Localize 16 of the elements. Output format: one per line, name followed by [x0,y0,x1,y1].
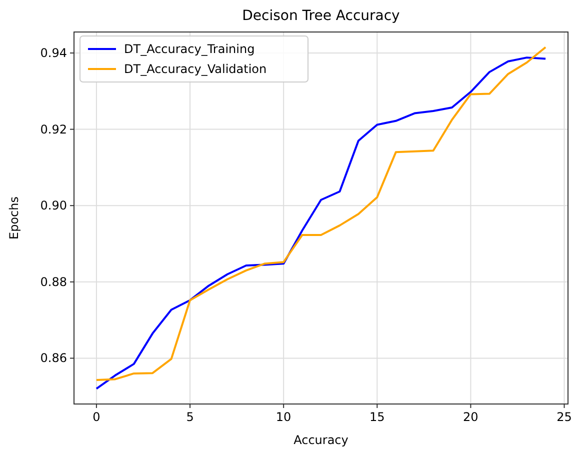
x-axis-title: Accuracy [294,433,348,447]
y-tick-label: 0.92 [40,122,67,136]
x-tick-label: 10 [276,410,292,424]
x-tick-label: 5 [186,410,194,424]
x-tick-label: 15 [369,410,385,424]
y-tick-label: 0.86 [40,351,67,366]
y-tick-label: 0.88 [40,274,67,289]
y-axis-title: Epochs [7,196,21,240]
x-tick-label: 0 [92,410,100,424]
chart-title: Decison Tree Accuracy [242,8,400,24]
legend-label: DT_Accuracy_Validation [124,62,267,76]
y-tick-label: 0.94 [40,46,67,60]
legend-label: DT_Accuracy_Training [124,42,255,56]
y-tick-label: 0.90 [40,198,67,213]
x-tick-label: 20 [463,410,478,424]
x-tick-label: 25 [556,410,572,424]
